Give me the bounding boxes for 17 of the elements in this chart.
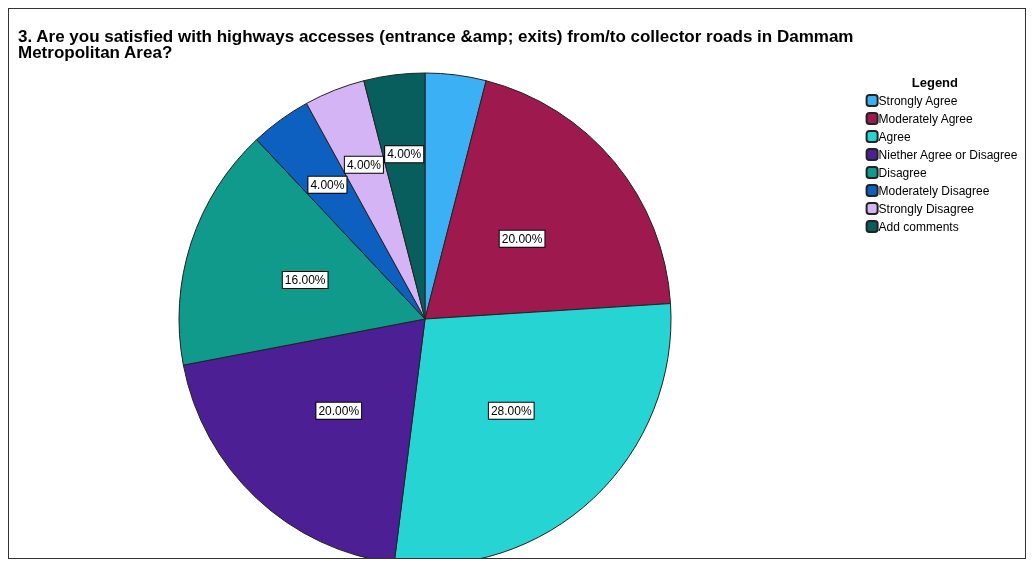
data-label: 28.00% [490, 403, 532, 418]
data-label: 16.00% [284, 273, 326, 288]
chart-title: 3. Are you satisfied with highways accesses (entrance &amp; exits) from/to collector roads in Dammam Metropolitan Area? [18, 26, 859, 62]
legend-label: Niether Agree or Disagree [878, 147, 1018, 162]
legend-title: Legend [911, 75, 959, 90]
legend-label: Add comments [878, 219, 959, 234]
legend-label: Strongly Disagree [878, 201, 975, 216]
data-label: 4.00% [387, 147, 422, 162]
data-label: 4.00% [346, 157, 382, 172]
data-label: 20.00% [318, 403, 360, 418]
legend-label: Strongly Agree [878, 93, 958, 108]
data-label: 4.00% [310, 177, 345, 192]
legend-label: Moderately Disagree [878, 183, 990, 198]
data-label: 20.00% [501, 231, 543, 246]
legend-label: Moderately Agree [878, 111, 973, 126]
legend-label: Disagree [878, 165, 927, 180]
legend-label: Agree [878, 129, 911, 144]
